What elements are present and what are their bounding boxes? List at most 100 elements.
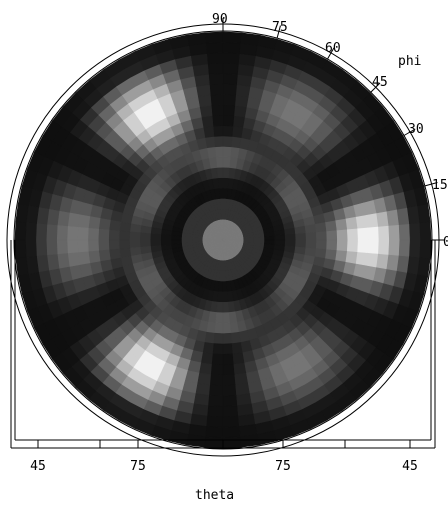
heatmap-cell — [357, 226, 369, 241]
heatmap-cell — [234, 372, 249, 386]
heatmap-cell — [222, 436, 242, 449]
heatmap-cell — [253, 239, 265, 244]
heatmap-cell — [366, 252, 379, 268]
heatmap-cell — [345, 250, 359, 264]
heatmap-cell — [222, 332, 233, 345]
phi-tick-mark — [327, 47, 335, 60]
heatmap-cell — [149, 233, 162, 241]
heatmap-cell — [336, 228, 349, 241]
heatmap-cell — [222, 62, 239, 75]
heatmap-cell — [222, 83, 237, 96]
heatmap-cell — [304, 246, 317, 257]
heatmap-cell — [14, 221, 27, 241]
heatmap-cell — [239, 434, 260, 448]
phi-tick-mark — [370, 82, 381, 93]
heatmap-cell — [314, 247, 327, 259]
heatmap-cell — [222, 374, 237, 386]
heatmap-cell — [15, 203, 29, 224]
heatmap-cell — [235, 383, 251, 396]
theta-tick-label: 45 — [30, 459, 46, 474]
phi-tick-label: 60 — [325, 41, 341, 56]
phi-tick-label: 0 — [443, 235, 448, 250]
heatmap-cell — [186, 32, 207, 46]
heatmap-cell — [139, 232, 151, 241]
heatmap-cell — [222, 52, 240, 65]
heatmap-cell — [274, 239, 286, 246]
heatmap-cell — [119, 221, 132, 233]
heatmap-cell — [295, 239, 307, 248]
phi-tick-mark — [276, 25, 281, 39]
heatmap-cell — [367, 239, 380, 254]
heatmap-cell — [118, 239, 131, 250]
heatmap-cell — [388, 224, 401, 241]
heatmap-cell — [205, 42, 224, 54]
theta-tick-label: 75 — [275, 459, 291, 474]
heatmap-cell — [222, 353, 235, 366]
heatmap-cell — [378, 225, 390, 241]
heatmap-cell — [87, 250, 101, 264]
heatmap-cell — [367, 226, 380, 241]
heatmap-cell — [345, 216, 359, 230]
phi-tick-label: 45 — [372, 75, 388, 90]
heatmap-cell — [347, 227, 359, 241]
heatmap-cell — [233, 104, 247, 118]
heatmap-cell — [212, 343, 224, 355]
heatmap-cell — [325, 248, 338, 261]
heatmap-cell — [213, 135, 224, 148]
heatmap-cell — [77, 251, 91, 266]
heatmap-cell — [212, 125, 224, 137]
heatmap-cell — [234, 94, 249, 108]
heatmap-cell — [118, 230, 131, 241]
heatmap-cell — [222, 405, 239, 418]
heatmap-cell — [409, 222, 421, 241]
heatmap-cell — [222, 156, 231, 168]
heatmap-cell — [222, 426, 241, 438]
heatmap-cell — [326, 229, 338, 241]
heatmap-cell — [388, 239, 401, 256]
heatmap-cell — [181, 236, 193, 241]
heatmap-cell — [222, 187, 228, 199]
theta-axis: 45 75 75 45 — [30, 440, 418, 474]
heatmap-cell — [222, 166, 230, 179]
heatmap-cell — [87, 239, 99, 253]
phi-tick-mark — [424, 182, 438, 187]
heatmap-cell — [204, 436, 224, 449]
heatmap-cell — [208, 395, 224, 407]
heatmap-cell — [45, 224, 58, 241]
heatmap-cell — [222, 125, 234, 137]
heatmap-cell — [66, 239, 79, 254]
phi-tick-label: 15 — [432, 178, 448, 193]
heatmap-cell — [205, 426, 224, 438]
heatmap-cell — [209, 83, 224, 96]
heatmap-cell — [202, 342, 215, 355]
heatmap-cell — [170, 235, 182, 241]
heatmap-cell — [222, 364, 236, 376]
heatmap-cell — [326, 239, 338, 251]
heatmap-cell — [87, 216, 101, 230]
heatmap-cell — [214, 146, 224, 158]
heatmap-cell — [231, 125, 244, 138]
heatmap-cell — [222, 42, 241, 54]
heatmap-cell — [211, 114, 224, 127]
heatmap-cell — [77, 214, 91, 229]
heatmap-cell — [200, 352, 214, 365]
heatmap-cell — [206, 321, 217, 334]
heatmap-cell — [217, 291, 224, 303]
heatmap-cell — [222, 146, 232, 158]
heatmap-cell — [295, 232, 307, 241]
heatmap-cell — [218, 281, 224, 293]
heatmap-cell — [335, 249, 348, 263]
heatmap-cell — [208, 311, 217, 324]
heatmap-cell — [204, 31, 224, 44]
heatmap-cell — [197, 372, 212, 386]
heatmap-cell — [232, 115, 246, 128]
heatmap-cell — [160, 234, 172, 241]
heatmap-cell — [45, 239, 58, 256]
heatmap-cell — [419, 239, 432, 259]
heatmap-cell — [222, 322, 232, 334]
heatmap-cell — [199, 104, 213, 118]
heatmap-cell — [186, 434, 207, 448]
heatmap-cell — [216, 301, 224, 314]
heatmap-cell — [222, 104, 236, 116]
